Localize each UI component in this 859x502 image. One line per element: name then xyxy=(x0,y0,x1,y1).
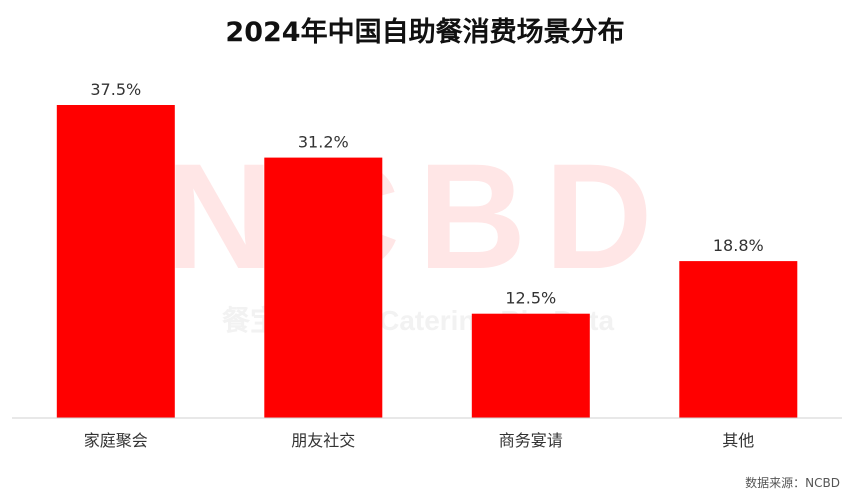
watermark-logo: NCBD xyxy=(165,132,670,300)
value-label-1: 37.5% xyxy=(90,80,141,99)
category-labels: 家庭聚会 朋友社交 商务宴请 其他 xyxy=(84,431,755,450)
value-label-3: 12.5% xyxy=(505,289,556,308)
bar-1 xyxy=(56,105,175,418)
watermark: NCBD 餐宝典 New Catering Big Data xyxy=(165,132,670,336)
value-label-4: 18.8% xyxy=(713,236,764,255)
chart-title: 2024年中国自助餐消费场景分布 xyxy=(225,16,624,48)
category-label-4: 其他 xyxy=(722,431,754,450)
bar-3 xyxy=(471,313,590,418)
category-label-2: 朋友社交 xyxy=(291,431,355,450)
bars-group: 37.5% 31.2% 12.5% 18.8% xyxy=(56,80,798,418)
category-label-3: 商务宴请 xyxy=(499,431,563,450)
bar-4 xyxy=(679,261,798,418)
source-note: 数据来源：NCBD xyxy=(745,475,840,490)
category-label-1: 家庭聚会 xyxy=(84,431,148,450)
bar-2 xyxy=(264,157,383,418)
value-label-2: 31.2% xyxy=(298,133,349,152)
